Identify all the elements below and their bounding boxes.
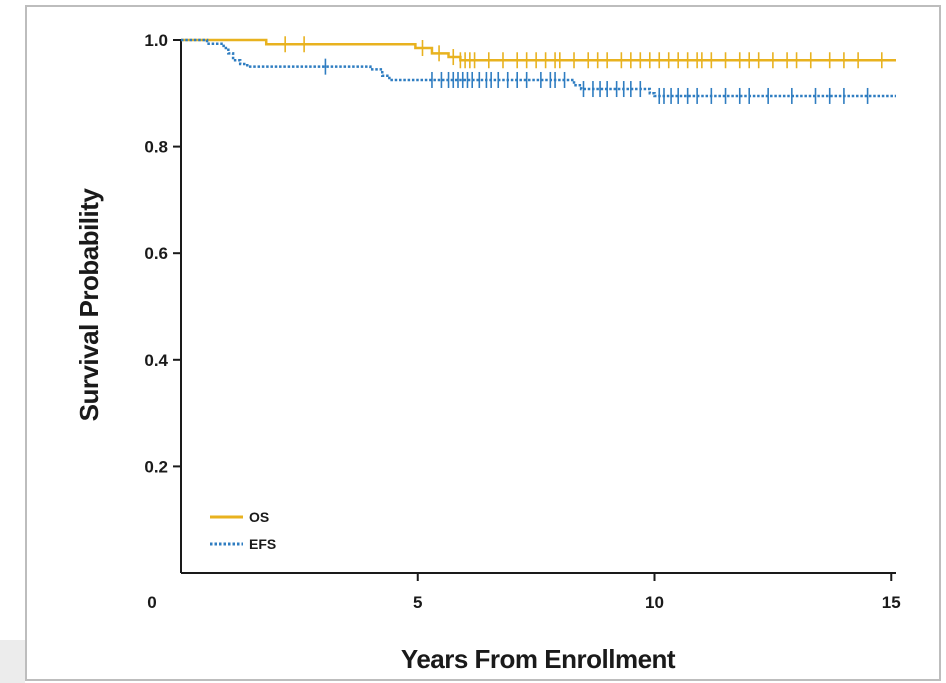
y-tick-label: 0.8 — [144, 138, 168, 157]
y-tick-label: 1.0 — [144, 31, 168, 50]
legend: OS EFS — [210, 509, 276, 552]
corner-shade — [0, 640, 25, 683]
y-axis-title: Survival Probability — [74, 188, 104, 422]
x-ticks: 0 5 10 15 — [147, 573, 901, 612]
x-tick-label: 0 — [147, 593, 156, 612]
y-tick-label: 0.4 — [144, 351, 168, 370]
y-tick-label: 0.2 — [144, 457, 168, 476]
series-os — [181, 36, 896, 69]
series-efs — [181, 38, 896, 104]
legend-label-efs: EFS — [249, 536, 276, 552]
chart-frame — [25, 5, 941, 681]
x-tick-label: 5 — [413, 593, 422, 612]
axes — [180, 40, 896, 574]
series-layer — [181, 36, 896, 104]
y-ticks: 1.0 0.8 0.6 0.4 0.2 — [144, 31, 181, 476]
x-tick-label: 10 — [645, 593, 664, 612]
x-tick-label: 15 — [882, 593, 901, 612]
series-line-os — [181, 38, 896, 62]
legend-label-os: OS — [249, 509, 269, 525]
series-line-efs — [181, 38, 896, 98]
x-axis-title: Years From Enrollment — [401, 644, 676, 674]
y-tick-label: 0.6 — [144, 244, 168, 263]
